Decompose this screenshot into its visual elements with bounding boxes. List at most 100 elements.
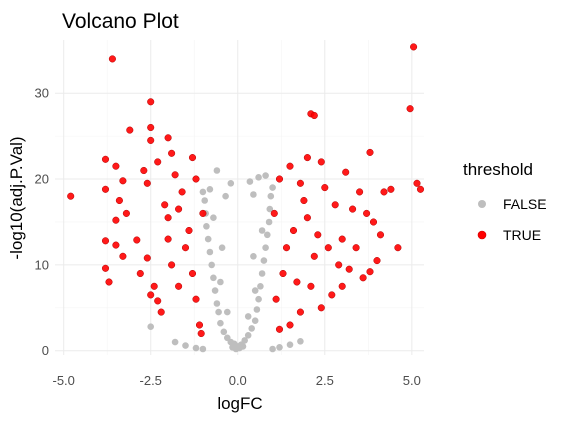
data-point-true — [154, 158, 162, 166]
data-point-true — [352, 244, 360, 252]
data-point-false — [260, 257, 268, 264]
data-point-false — [267, 192, 275, 200]
data-point-true — [275, 325, 284, 333]
legend-label-false: FALSE — [503, 196, 547, 212]
data-point-false — [251, 287, 259, 294]
data-point-true — [147, 98, 155, 106]
data-point-true — [164, 235, 172, 243]
data-point-true — [154, 297, 162, 305]
data-point-false — [224, 334, 231, 342]
data-point-true — [282, 244, 291, 252]
data-point-true — [270, 209, 278, 217]
data-point-true — [272, 295, 280, 303]
data-point-false — [251, 317, 259, 325]
data-point-false — [171, 338, 179, 346]
data-point-false — [217, 319, 224, 327]
data-point-false — [241, 337, 248, 344]
data-point-false — [208, 261, 215, 269]
data-point-true — [296, 308, 304, 316]
data-point-false — [269, 184, 276, 191]
legend: threshold FALSE TRUE — [463, 160, 547, 243]
data-point-true — [112, 216, 120, 224]
data-point-true — [143, 179, 151, 187]
data-point-false — [248, 325, 255, 332]
data-point-false — [286, 341, 294, 349]
grid — [55, 40, 424, 355]
data-point-false — [210, 214, 217, 221]
legend-swatch-false — [478, 200, 486, 208]
data-point-true — [416, 185, 425, 193]
data-point-true — [122, 209, 130, 217]
data-point-true — [115, 196, 123, 205]
data-point-true — [101, 237, 110, 245]
data-point-true — [286, 162, 294, 170]
data-point-false — [222, 192, 229, 200]
data-point-false — [255, 295, 262, 303]
data-point-true — [394, 244, 402, 252]
x-axis-title: logFC — [217, 394, 262, 413]
data-point-true — [157, 308, 165, 316]
data-point-true — [112, 162, 120, 170]
data-point-false — [257, 283, 264, 290]
data-point-true — [410, 43, 418, 51]
x-tick-label: -5.0 — [52, 373, 74, 388]
data-point-true — [147, 291, 155, 299]
data-point-true — [317, 158, 325, 166]
data-point-false — [206, 186, 214, 193]
data-point-false — [255, 174, 262, 181]
x-tick-label: 5.0 — [403, 373, 421, 388]
data-point-false — [210, 274, 217, 282]
data-point-true — [105, 278, 113, 286]
data-point-true — [101, 155, 110, 163]
data-point-true — [366, 268, 374, 276]
data-point-true — [359, 274, 367, 282]
series-false — [147, 167, 304, 353]
data-point-true — [126, 126, 134, 134]
data-point-true — [171, 171, 179, 179]
data-point-true — [303, 214, 311, 222]
data-point-false — [229, 344, 236, 351]
data-point-true — [119, 177, 127, 185]
data-point-true — [185, 226, 193, 235]
data-point-true — [136, 269, 144, 278]
data-point-true — [147, 123, 155, 132]
data-point-true — [67, 192, 75, 200]
data-point-true — [150, 282, 158, 290]
data-point-true — [338, 235, 346, 243]
data-point-true — [387, 185, 395, 193]
data-point-false — [246, 178, 254, 185]
data-point-true — [133, 236, 141, 244]
data-point-false — [213, 300, 221, 307]
data-point-true — [413, 179, 421, 187]
series-true — [67, 43, 425, 338]
data-point-true — [175, 282, 183, 290]
data-point-false — [239, 343, 247, 350]
y-tick-label: 20 — [35, 172, 49, 187]
data-point-true — [300, 196, 308, 205]
data-point-true — [175, 205, 183, 213]
data-point-true — [164, 214, 172, 222]
data-point-true — [303, 154, 311, 162]
data-point-false — [258, 227, 266, 234]
data-point-true — [101, 264, 110, 272]
data-point-true — [296, 179, 304, 187]
data-point-true — [363, 209, 371, 217]
data-point-false — [204, 235, 212, 243]
data-point-false — [199, 345, 207, 353]
data-point-true — [181, 244, 190, 252]
data-point-false — [182, 342, 189, 349]
chart-title: Volcano Plot — [62, 10, 179, 33]
data-point-true — [310, 111, 318, 120]
data-point-true — [317, 304, 325, 312]
data-point-false — [269, 345, 276, 353]
data-point-false — [211, 287, 219, 294]
data-point-false — [203, 223, 210, 230]
data-point-false — [220, 328, 228, 336]
legend-title: threshold — [463, 160, 533, 179]
data-point-false — [147, 323, 154, 331]
data-point-true — [342, 168, 350, 176]
x-tick-label: -2.5 — [140, 373, 162, 388]
data-point-true — [369, 218, 378, 226]
x-tick-label: 2.5 — [316, 373, 334, 388]
data-point-false — [215, 308, 222, 316]
